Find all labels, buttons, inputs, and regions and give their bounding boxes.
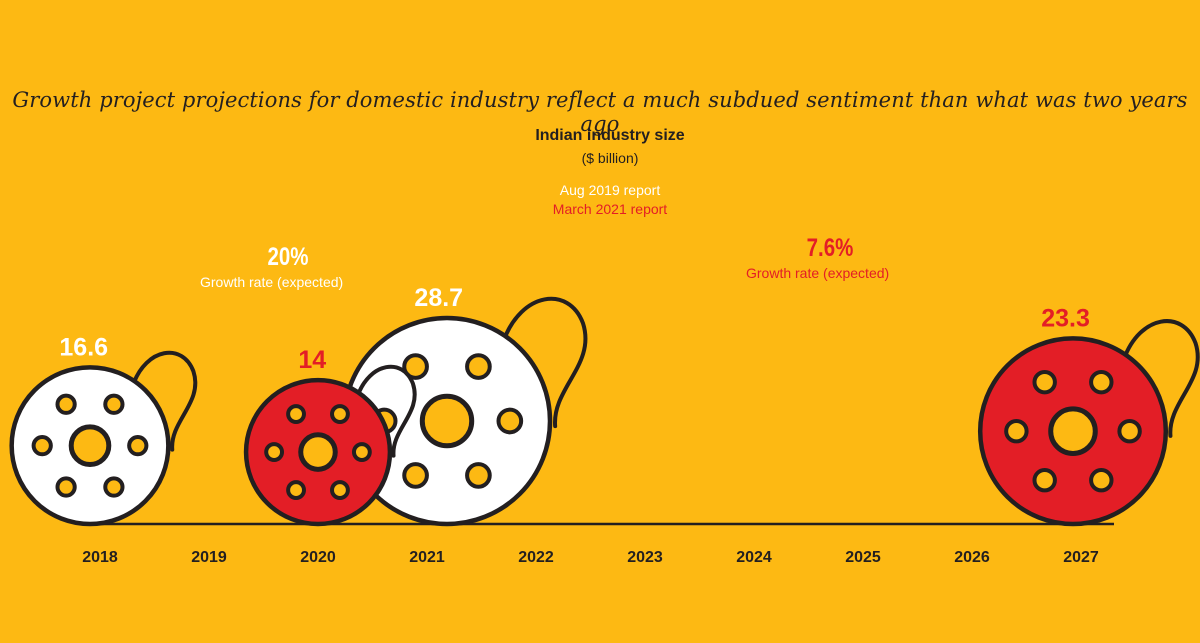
reel-hole-2018 <box>103 476 125 498</box>
growth-rate-aug-2019: 20% <box>267 243 309 271</box>
reel-hole-2021 <box>402 353 429 380</box>
reel-hole-2020 <box>351 442 372 462</box>
data-label-2020: 14 <box>298 346 326 374</box>
reel-hub-2020 <box>298 432 338 472</box>
x-tick-label-2021: 2021 <box>409 549 445 566</box>
reel-hub-2018 <box>68 424 112 467</box>
reel-hole-2027 <box>1004 418 1029 444</box>
reel-2020: 14 <box>243 346 417 527</box>
reel-hole-2018 <box>55 393 77 415</box>
x-tick-label-2024: 2024 <box>736 549 772 566</box>
reel-hole-2027 <box>1089 468 1114 493</box>
reel-hole-2018 <box>103 393 125 415</box>
x-tick-label-2023: 2023 <box>627 549 663 566</box>
x-tick-label-2018: 2018 <box>82 549 118 566</box>
reel-hole-2020 <box>286 404 306 424</box>
reel-tape-2020 <box>355 364 417 458</box>
reel-hole-2021 <box>465 353 492 380</box>
reel-2021: 28.7 <box>341 284 588 527</box>
chart-subtitle: Indian industry size <box>535 127 685 144</box>
reel-hole-2027 <box>1032 369 1057 395</box>
data-label-2027: 23.3 <box>1041 304 1090 332</box>
reel-hole-2020 <box>330 480 350 500</box>
reel-tape-2027 <box>1122 319 1200 438</box>
x-tick-label-2025: 2025 <box>845 549 881 566</box>
reel-hole-2018 <box>127 435 149 457</box>
x-tick-label-2022: 2022 <box>518 549 554 566</box>
reel-2018: 16.6 <box>9 333 198 527</box>
growth-rate-march-2021: 7.6% <box>806 234 854 262</box>
legend-entry-aug-2019: Aug 2019 report <box>559 182 661 198</box>
x-tick-label-2026: 2026 <box>954 549 990 566</box>
reel-hub-2021 <box>419 393 475 449</box>
growth-label-aug-2019: Growth rate (expected) <box>200 274 344 290</box>
x-tick-label-2027: 2027 <box>1063 549 1099 566</box>
reel-hole-2020 <box>264 442 285 462</box>
reel-hole-2020 <box>330 404 350 424</box>
reel-hole-2018 <box>55 476 77 498</box>
reel-hub-2027 <box>1048 406 1098 456</box>
reel-hole-2027 <box>1089 369 1114 395</box>
data-label-2021: 28.7 <box>414 284 463 312</box>
growth-label-march-2021: Growth rate (expected) <box>746 265 890 281</box>
data-label-2018: 16.6 <box>59 333 108 361</box>
reel-tape-2021 <box>501 296 588 429</box>
reel-hole-2021 <box>402 462 429 489</box>
reel-hole-2020 <box>286 480 306 500</box>
legend-entry-march-2021: March 2021 report <box>552 201 668 217</box>
reel-hole-2027 <box>1032 468 1057 493</box>
reel-tape-2018 <box>131 350 198 452</box>
x-tick-label-2019: 2019 <box>191 549 227 566</box>
reel-2027: 23.3 <box>977 304 1200 527</box>
chart-title: Growth project projections for domestic … <box>12 88 1188 136</box>
reel-hole-2021 <box>496 407 524 435</box>
x-tick-label-2020: 2020 <box>300 549 336 566</box>
reel-hole-2027 <box>1117 418 1142 444</box>
reel-hole-2018 <box>31 435 53 457</box>
chart-unit: ($ billion) <box>581 150 639 166</box>
reel-hole-2021 <box>465 462 492 489</box>
